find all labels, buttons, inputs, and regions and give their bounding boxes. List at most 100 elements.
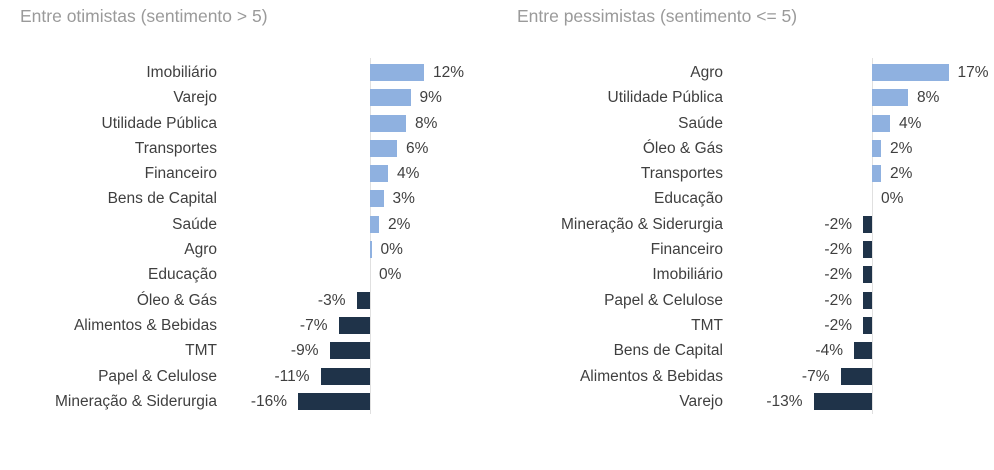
value-label: 0%: [379, 266, 402, 284]
negative-bar: [854, 342, 872, 360]
chart-otimistas-rows: Imobiliário 12% Varejo 9% Utilidade Pública 8…: [0, 60, 497, 414]
chart-row: Varejo -13%: [497, 389, 994, 414]
chart-row: Alimentos & Bebidas -7%: [497, 364, 994, 389]
category-label: Mineração & Siderurgia: [55, 392, 217, 410]
category-label: TMT: [185, 342, 217, 360]
category-label: Transportes: [134, 139, 217, 157]
category-label: Bens de Capital: [107, 190, 217, 208]
chart-row: Educação 0%: [497, 186, 994, 211]
value-label: -2%: [824, 241, 852, 259]
category-label: Bens de Capital: [613, 342, 723, 360]
positive-bar: [370, 241, 372, 259]
positive-bar: [370, 139, 397, 157]
value-label: 4%: [899, 114, 922, 132]
category-label: Óleo & Gás: [642, 139, 723, 157]
negative-bar: [338, 316, 370, 334]
chart-pessimistas-rows: Agro 17% Utilidade Pública 8% Saúde 4% Óleo & …: [497, 60, 994, 414]
category-label: TMT: [691, 316, 723, 334]
chart-pessimistas: Entre pessimistas (sentimento <= 5) Agro…: [497, 0, 994, 470]
chart-row: Óleo & Gás -3%: [0, 288, 497, 313]
value-label: 12%: [433, 64, 465, 81]
chart-row: Bens de Capital 3%: [0, 186, 497, 211]
negative-bar: [863, 215, 872, 233]
value-label: -2%: [824, 215, 852, 233]
category-label: Educação: [654, 190, 723, 208]
category-label: Utilidade Pública: [101, 114, 217, 132]
category-label: Agro: [184, 241, 217, 259]
chart-row: Agro 17%: [497, 60, 994, 85]
category-label: Varejo: [679, 392, 723, 410]
chart-row: Papel & Celulose -2%: [497, 288, 994, 313]
positive-bar: [370, 114, 406, 132]
positive-bar: [370, 89, 411, 107]
value-label: -7%: [801, 367, 830, 385]
positive-bar: [370, 190, 384, 208]
positive-bar: [872, 114, 890, 132]
category-label: Varejo: [173, 89, 217, 107]
chart-row: Mineração & Siderurgia -16%: [0, 389, 497, 414]
category-label: Alimentos & Bebidas: [579, 367, 723, 385]
value-label: -3%: [317, 291, 346, 309]
zero-axis-line: [370, 58, 371, 414]
chart-row: Financeiro 4%: [0, 161, 497, 186]
positive-bar: [370, 64, 424, 81]
value-label: 0%: [380, 241, 403, 259]
value-label: -2%: [824, 266, 852, 284]
negative-bar: [813, 392, 872, 410]
chart-row: Utilidade Pública 8%: [497, 85, 994, 110]
chart-row: Saúde 2%: [0, 212, 497, 237]
chart-row: Alimentos & Bebidas -7%: [0, 313, 497, 338]
value-label: -16%: [250, 392, 287, 410]
category-label: Óleo & Gás: [136, 291, 217, 309]
chart-row: Educação 0%: [0, 262, 497, 287]
negative-bar: [356, 291, 370, 309]
positive-bar: [872, 139, 881, 157]
value-label: 3%: [392, 190, 415, 208]
value-label: -2%: [824, 291, 852, 309]
chart-row: Agro 0%: [0, 237, 497, 262]
value-label: 0%: [881, 190, 904, 208]
chart-row: Financeiro -2%: [497, 237, 994, 262]
value-label: 6%: [406, 139, 429, 157]
chart-row: Imobiliário -2%: [497, 262, 994, 287]
chart-row: Varejo 9%: [0, 85, 497, 110]
positive-bar: [872, 89, 908, 107]
category-label: Financeiro: [144, 165, 217, 183]
value-label: -4%: [815, 342, 843, 360]
chart-pessimistas-title: Entre pessimistas (sentimento <= 5): [517, 6, 798, 26]
chart-row: Utilidade Pública 8%: [0, 111, 497, 136]
category-label: Saúde: [172, 215, 217, 233]
value-label: 2%: [388, 215, 411, 233]
chart-row: Papel & Celulose -11%: [0, 364, 497, 389]
chart-row: Transportes 6%: [0, 136, 497, 161]
positive-bar: [872, 165, 881, 183]
category-label: Alimentos & Bebidas: [73, 316, 217, 334]
value-label: 8%: [415, 114, 438, 132]
value-label: -11%: [274, 367, 310, 385]
category-label: Agro: [690, 64, 723, 81]
category-label: Papel & Celulose: [98, 367, 217, 385]
value-label: -2%: [824, 316, 852, 334]
negative-bar: [840, 367, 872, 385]
positive-bar: [370, 215, 379, 233]
category-label: Utilidade Pública: [607, 89, 723, 107]
category-label: Mineração & Siderurgia: [561, 215, 723, 233]
category-label: Imobiliário: [146, 64, 217, 81]
value-label: 8%: [917, 89, 940, 107]
chart-otimistas: Entre otimistas (sentimento > 5) Imobili…: [0, 6, 497, 414]
category-label: Papel & Celulose: [604, 291, 723, 309]
positive-bar: [370, 165, 388, 183]
negative-bar: [329, 342, 370, 360]
value-label: 4%: [397, 165, 420, 183]
chart-row: Óleo & Gás 2%: [497, 136, 994, 161]
chart-row: TMT -9%: [0, 338, 497, 363]
value-label: 17%: [957, 64, 989, 81]
chart-row: TMT -2%: [497, 313, 994, 338]
value-label: -13%: [766, 392, 803, 410]
chart-otimistas-title: Entre otimistas (sentimento > 5): [20, 6, 268, 26]
positive-bar: [872, 64, 949, 81]
chart-row: Transportes 2%: [497, 161, 994, 186]
category-label: Financeiro: [650, 241, 723, 259]
value-label: 2%: [890, 165, 913, 183]
negative-bar: [298, 392, 370, 410]
